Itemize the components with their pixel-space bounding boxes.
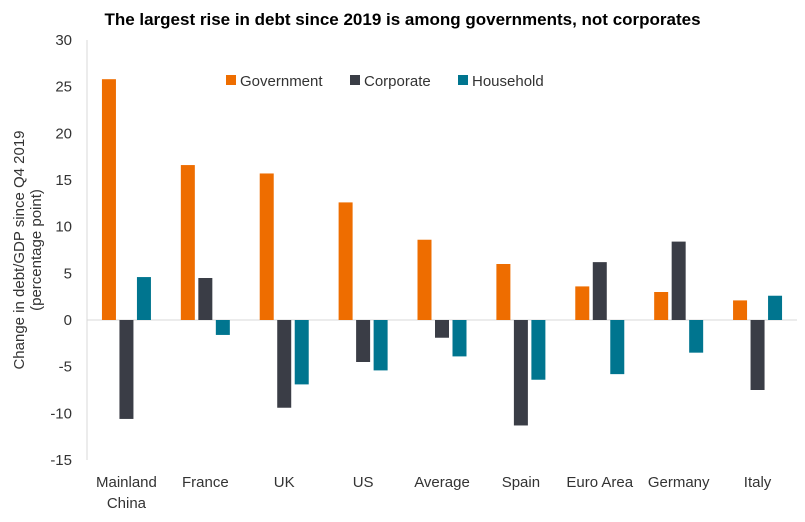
bar-corporate — [671, 241, 686, 320]
legend-swatch-corporate — [350, 75, 360, 85]
chart-title: The largest rise in debt since 2019 is a… — [104, 10, 701, 29]
bar-government — [654, 292, 669, 320]
legend-label-government: Government — [240, 73, 323, 90]
bar-government — [496, 264, 511, 320]
y-axis-label-line: Change in debt/GDP since Q4 2019 — [11, 130, 28, 369]
x-tick-label: Spain — [502, 474, 540, 491]
bar-corporate — [198, 278, 213, 320]
y-tick-label: -10 — [50, 405, 72, 422]
y-axis-label: Change in debt/GDP since Q4 2019(percent… — [11, 130, 45, 369]
bar-household — [294, 320, 309, 385]
legend-label-household: Household — [472, 73, 544, 90]
x-tick-label: Germany — [648, 474, 710, 491]
bar-government — [338, 202, 353, 320]
y-tick-label: 10 — [55, 219, 72, 236]
bar-household — [531, 320, 546, 380]
bar-corporate — [750, 320, 765, 390]
bar-government — [575, 286, 590, 320]
legend-label-corporate: Corporate — [364, 73, 431, 90]
x-tick-label-line: Mainland — [96, 474, 157, 491]
y-tick-label: 25 — [55, 79, 72, 96]
y-tick-label: 5 — [64, 265, 72, 282]
x-tick-label-line: US — [353, 474, 374, 491]
x-tick-label: Euro Area — [566, 474, 633, 491]
x-tick-label-line: France — [182, 474, 229, 491]
bar-corporate — [513, 320, 528, 426]
y-tick-label: -5 — [59, 359, 72, 376]
x-tick-label: France — [182, 474, 229, 491]
bar-government — [733, 300, 748, 320]
bar-household — [215, 320, 230, 335]
x-tick-label-line: Germany — [648, 474, 710, 491]
y-tick-label: -15 — [50, 452, 72, 469]
bar-government — [259, 173, 274, 320]
bar-corporate — [119, 320, 134, 419]
x-tick-label: UK — [274, 474, 295, 491]
bar-government — [417, 239, 432, 320]
y-tick-label: 30 — [55, 32, 72, 49]
x-tick-label-line: Spain — [502, 474, 540, 491]
bar-household — [689, 320, 704, 353]
x-tick-label-line: Average — [414, 474, 470, 491]
legend-swatch-household — [458, 75, 468, 85]
bar-government — [180, 165, 195, 320]
bar-government — [101, 79, 116, 320]
bar-corporate — [277, 320, 292, 408]
bar-household — [136, 277, 151, 320]
y-tick-label: 20 — [55, 125, 72, 142]
bar-corporate — [356, 320, 371, 362]
x-tick-label: Italy — [744, 474, 772, 491]
y-axis-label-line: (percentage point) — [28, 189, 45, 311]
x-tick-label-line: China — [107, 495, 147, 512]
x-tick-label: US — [353, 474, 374, 491]
x-tick-label-line: Euro Area — [566, 474, 633, 491]
y-tick-label: 0 — [64, 312, 72, 329]
legend-swatch-government — [226, 75, 236, 85]
bar-corporate — [592, 262, 607, 320]
x-tick-label: Average — [414, 474, 470, 491]
bar-corporate — [435, 320, 449, 338]
y-tick-label: 15 — [55, 172, 72, 189]
x-tick-label-line: Italy — [744, 474, 772, 491]
x-tick-label-line: UK — [274, 474, 295, 491]
bar-household — [768, 295, 783, 320]
bar-household — [452, 320, 467, 357]
bar-household — [610, 320, 625, 375]
bar-household — [373, 320, 388, 371]
x-tick-label: Mainland China — [96, 474, 157, 512]
